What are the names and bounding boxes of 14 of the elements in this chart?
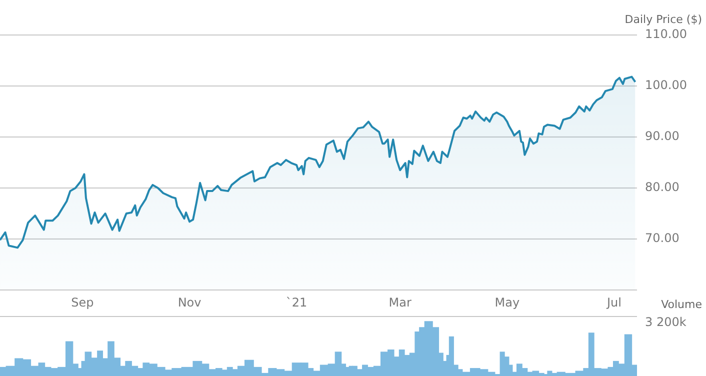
y-tick-label: 80.00 — [645, 180, 680, 194]
y-tick-label: 110.00 — [645, 27, 687, 42]
y-tick-label: 100.00 — [645, 78, 687, 92]
x-tick-label: May — [494, 295, 520, 310]
x-tick-label: Jul — [606, 295, 622, 310]
x-tick-label: Nov — [178, 295, 202, 310]
y-axis-title: Volume — [661, 298, 702, 311]
x-tick-label: `21 — [286, 295, 308, 310]
y-tick-label: 90.00 — [645, 129, 680, 144]
y-axis-title: Daily Price ($) — [624, 12, 702, 26]
x-tick-label: Sep — [71, 295, 94, 310]
y-tick-label: 70.00 — [645, 231, 680, 246]
text: 3 200k — [645, 315, 686, 330]
x-tick-label: Mar — [388, 295, 412, 310]
